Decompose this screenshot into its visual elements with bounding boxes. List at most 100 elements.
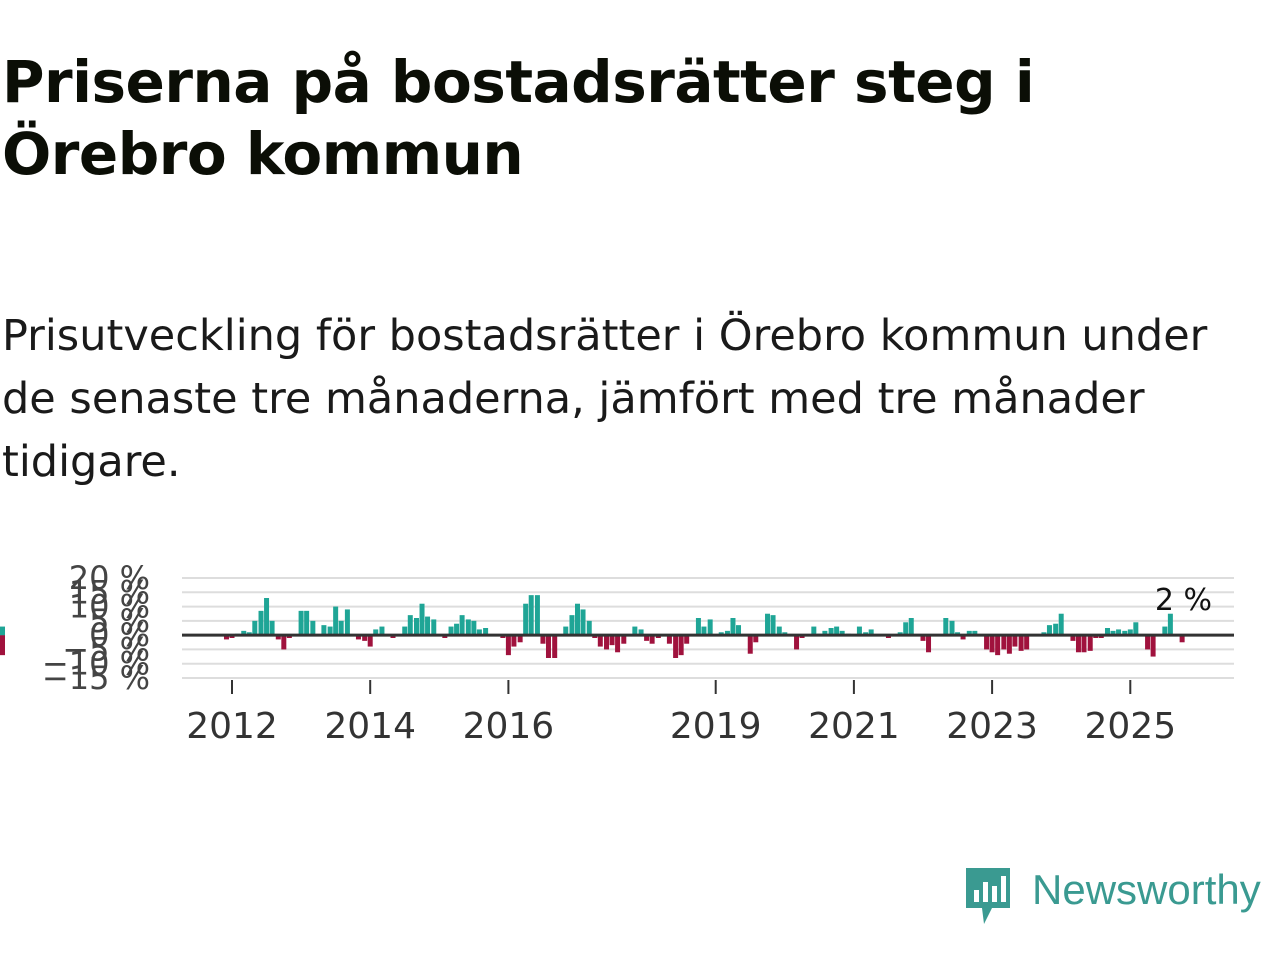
bar — [1133, 622, 1139, 636]
bar — [1046, 625, 1052, 636]
bar — [0, 635, 5, 641]
bar — [569, 615, 575, 636]
bar — [344, 609, 350, 636]
bar — [1070, 635, 1076, 641]
bar — [1150, 635, 1156, 657]
bar — [966, 630, 972, 636]
bar — [511, 635, 517, 647]
bar — [517, 635, 523, 643]
bar — [304, 610, 310, 636]
bar — [333, 606, 339, 636]
bar — [534, 595, 540, 636]
bar — [402, 626, 408, 636]
bar — [1145, 635, 1151, 650]
bar — [644, 635, 650, 641]
bar — [540, 635, 546, 644]
page-title: Priserna på bostadsrätter steg i Örebro … — [2, 48, 1035, 188]
bar — [0, 635, 5, 656]
bar — [379, 626, 385, 636]
bar — [856, 626, 862, 636]
bar — [736, 625, 742, 636]
bar — [505, 635, 511, 656]
bar — [1075, 635, 1081, 653]
bar — [920, 635, 926, 641]
bar — [1058, 613, 1064, 636]
bar — [281, 635, 287, 650]
bar — [1127, 629, 1133, 636]
bar — [355, 635, 361, 640]
newsworthy-logo[interactable]: Newsworthy — [962, 862, 1280, 930]
bar — [483, 628, 489, 636]
y-tick-label: −15 % — [42, 659, 150, 697]
bar — [264, 598, 270, 636]
bar — [1053, 623, 1059, 636]
bar — [868, 629, 874, 636]
bar — [362, 635, 368, 641]
bar — [828, 628, 834, 636]
bar — [575, 603, 580, 636]
bar — [0, 626, 5, 636]
bar — [1116, 629, 1122, 636]
y-axis-labels: 20 %15 %10 %5 %0 %−5 %−10 %−15 % — [42, 559, 150, 697]
bar — [794, 635, 800, 650]
bar — [1018, 635, 1024, 651]
bar — [972, 630, 978, 636]
bar — [673, 635, 679, 658]
bar — [241, 630, 247, 636]
bar — [459, 615, 465, 636]
bar — [604, 635, 610, 650]
bar — [908, 618, 914, 636]
bar — [995, 635, 1001, 656]
y-tick-label: −5 % — [62, 630, 150, 668]
x-tick-label: 2016 — [463, 706, 555, 747]
x-tick-label: 2019 — [670, 706, 762, 747]
newsworthy-logo-icon — [966, 868, 1010, 924]
bar — [753, 635, 759, 643]
x-tick-label: 2021 — [808, 706, 900, 747]
bar — [1167, 613, 1173, 636]
bar — [327, 626, 333, 636]
x-tick-label: 2012 — [186, 706, 278, 747]
bar — [1081, 635, 1087, 653]
bar — [563, 626, 569, 636]
bar — [0, 630, 5, 636]
bar — [523, 603, 529, 636]
bar — [839, 630, 845, 636]
bar — [943, 618, 949, 636]
bar — [465, 619, 471, 636]
bar — [580, 609, 586, 636]
bar — [431, 619, 437, 636]
bar — [903, 622, 909, 636]
bar — [1087, 635, 1093, 651]
bar — [701, 626, 707, 636]
bar — [310, 620, 316, 636]
bar — [811, 626, 817, 636]
bar — [367, 635, 373, 647]
bar-chart: 20 %15 %10 %5 %0 %−5 %−10 %−15 % 2012 201… — [0, 559, 1234, 747]
bar — [338, 620, 344, 636]
bar — [638, 629, 644, 636]
bar — [695, 618, 701, 636]
bar — [609, 635, 615, 646]
bar — [666, 635, 672, 644]
bar — [298, 610, 304, 636]
bar — [926, 635, 932, 653]
bar — [528, 595, 534, 636]
bar — [776, 626, 782, 636]
bar — [989, 635, 995, 653]
y-tick-label: 5 % — [89, 602, 150, 640]
bar — [1110, 630, 1116, 636]
bar — [960, 635, 966, 640]
y-tick-label: −10 % — [42, 645, 150, 683]
bar — [419, 603, 425, 636]
bar — [822, 630, 828, 636]
newsworthy-logo-text: Newsworthy — [1032, 866, 1261, 913]
bar — [1012, 635, 1018, 647]
y-tick-label: 20 % — [69, 559, 150, 597]
bar — [454, 623, 460, 636]
bar — [258, 610, 264, 636]
bar — [1104, 628, 1110, 636]
bar — [730, 618, 736, 636]
bar — [269, 620, 275, 636]
bar — [765, 613, 771, 636]
